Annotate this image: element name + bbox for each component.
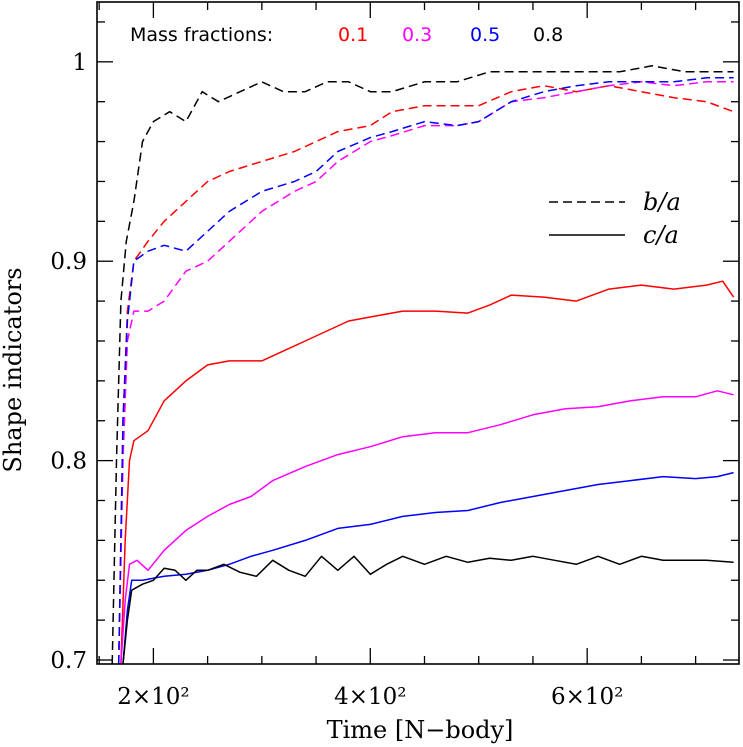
legend: Mass fractions: 0.1 0.3 0.5 0.8 (130, 24, 563, 46)
y-tick-label: 0.9 (50, 249, 87, 275)
series-line-03-ba (117, 81, 734, 664)
series-line-08-ca (122, 555, 734, 664)
x-tick-label: 2×10² (117, 684, 189, 710)
y-tick-label: 0.7 (50, 648, 87, 674)
series-line-05-ba (117, 77, 734, 664)
style-legend-label-dashed: b/a (643, 188, 681, 216)
style-legend-label-solid: c/a (643, 221, 679, 249)
tick-labels: 2×10² 4×10² 6×10² 0.7 0.8 0.9 1 (50, 50, 623, 710)
series-line-01-ca (120, 280, 735, 664)
plot-frame (96, 1, 740, 665)
line-style-legend: b/a c/a (549, 188, 681, 249)
series-line-05-ca (122, 471, 734, 664)
x-tick-label: 4×10² (334, 684, 406, 710)
legend-title: Mass fractions: (130, 24, 273, 46)
series-line-01-ba (117, 84, 734, 664)
series-layer (111, 65, 735, 664)
legend-entry-05: 0.5 (470, 24, 500, 46)
legend-entry-03: 0.3 (402, 24, 432, 46)
x-tick-label: 6×10² (551, 684, 623, 710)
tick-marks (97, 2, 739, 664)
legend-entry-08: 0.8 (533, 24, 563, 46)
y-tick-label: 1 (72, 50, 87, 76)
series-line-03-ca (120, 390, 734, 664)
y-tick-label: 0.8 (50, 449, 87, 475)
y-axis-title: Shape indicators (0, 267, 27, 472)
x-axis-title: Time [N−body] (327, 716, 514, 744)
legend-entry-01: 0.1 (338, 24, 368, 46)
series-line-08-ba (111, 65, 734, 664)
